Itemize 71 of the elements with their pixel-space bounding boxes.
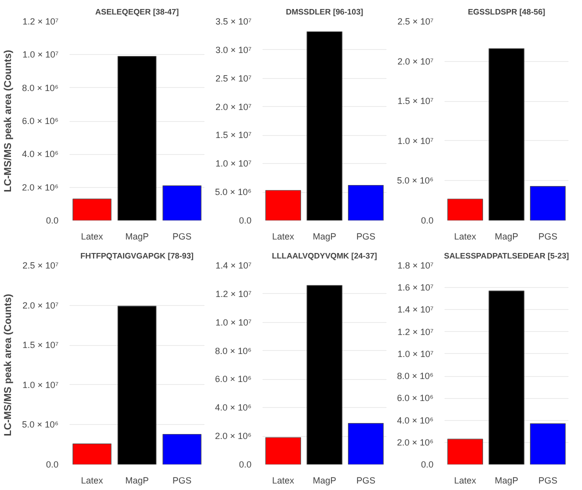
y-tick-label: 1.4 × 10⁷: [215, 260, 252, 270]
y-tick-label: 1.6 × 10⁷: [397, 282, 434, 293]
y-tick-label: 1.0 × 10⁷: [215, 317, 252, 328]
y-tick-label: 1.4 × 10⁷: [397, 304, 434, 315]
y-tick-label: 5.0 × 10⁶: [22, 420, 59, 430]
chart-title: SALESSPADPATLSEDEAR [5-23]: [444, 252, 570, 260]
y-tick-label: 1.8 × 10⁷: [397, 260, 434, 270]
y-tick-label: 1.0 × 10⁷: [397, 136, 434, 146]
y-tick-label: 1.5 × 10⁷: [397, 96, 434, 106]
y-tick-label: 8.0 × 10⁶: [397, 371, 434, 382]
x-tick-label: Latex: [272, 476, 295, 486]
y-tick-label: 2.0 × 10⁶: [22, 182, 59, 192]
y-tick-label: 0.0: [46, 460, 59, 470]
y-tick-label: 1.0 × 10⁷: [215, 158, 252, 169]
x-tick-label: Latex: [80, 232, 104, 242]
y-tick-label: 4.0 × 10⁶: [22, 149, 59, 160]
y-tick-label: 2.5 × 10⁷: [215, 73, 252, 84]
chart-title: FHTFPQTAIGVGAPGK [78-93]: [80, 252, 194, 260]
y-tick-label: 2.5 × 10⁷: [22, 260, 59, 270]
y-tick-label: 8.0 × 10⁶: [22, 82, 59, 93]
y-tick-label: 1.2 × 10⁷: [397, 326, 434, 337]
y-tick-label: 1.5 × 10⁷: [215, 130, 252, 140]
y-tick-label: 2.0 × 10⁶: [397, 437, 434, 448]
y-axis-title: LC-MS/MS peak area (Counts): [3, 50, 14, 192]
y-tick-label: 6.0 × 10⁶: [22, 116, 59, 126]
y-tick-label: 0.0: [238, 460, 252, 470]
y-tick-label: 2.0 × 10⁷: [22, 300, 59, 310]
y-tick-label: 8.0 × 10⁶: [215, 346, 252, 356]
x-tick-label: Latex: [454, 232, 477, 242]
x-tick-label: PGS: [172, 476, 192, 486]
chart-title: ASELEQEQER [38-47]: [95, 8, 180, 16]
x-tick-label: PGS: [356, 232, 376, 242]
y-tick-label: 1.5 × 10⁷: [22, 340, 59, 350]
x-tick-label: MagP: [125, 232, 149, 242]
x-tick-label: PGS: [172, 232, 192, 242]
y-tick-label: 4.0 × 10⁶: [215, 402, 252, 413]
y-tick-label: 1.0 × 10⁷: [397, 348, 434, 359]
y-axis-title: LC-MS/MS peak area (Counts): [3, 294, 14, 436]
y-tick-label: 3.0 × 10⁷: [215, 44, 252, 55]
y-tick-label: 0.0: [46, 216, 59, 226]
y-tick-label: 6.0 × 10⁶: [215, 374, 252, 384]
x-tick-label: Latex: [454, 476, 477, 486]
x-tick-label: PGS: [538, 232, 558, 242]
x-tick-label: MagP: [312, 476, 336, 486]
x-tick-label: Latex: [272, 232, 295, 242]
y-tick-label: 5.0 × 10⁶: [397, 176, 434, 186]
x-tick-label: MagP: [494, 476, 518, 486]
x-tick-label: MagP: [312, 232, 336, 242]
chart-title: DMSSDLER [96-103]: [286, 8, 364, 16]
chart-title: LLLAALVQDYVQMK [24-37]: [272, 252, 378, 260]
y-tick-label: 2.5 × 10⁷: [397, 16, 434, 26]
y-tick-label: 4.0 × 10⁶: [397, 415, 434, 426]
y-tick-label: 1.2 × 10⁷: [22, 16, 59, 26]
x-tick-label: PGS: [356, 476, 376, 486]
y-tick-label: 0.0: [420, 460, 434, 470]
y-tick-label: 2.0 × 10⁶: [215, 431, 252, 442]
x-tick-label: MagP: [125, 476, 149, 486]
x-tick-label: Latex: [80, 476, 104, 486]
y-tick-label: 6.0 × 10⁶: [397, 393, 434, 404]
y-tick-label: 2.0 × 10⁷: [215, 102, 252, 112]
y-tick-label: 0.0: [238, 216, 252, 226]
y-tick-label: 5.0 × 10⁶: [215, 187, 252, 198]
chart-title: EGSSLDSPR [48-56]: [468, 8, 546, 16]
y-tick-label: 2.0 × 10⁷: [397, 56, 434, 66]
x-tick-label: PGS: [538, 476, 558, 486]
y-tick-label: 3.5 × 10⁷: [215, 16, 252, 26]
y-tick-label: 1.0 × 10⁷: [22, 50, 59, 60]
x-tick-label: MagP: [494, 232, 518, 242]
y-tick-label: 0.0: [420, 216, 434, 226]
y-tick-label: 1.0 × 10⁷: [22, 380, 59, 390]
y-tick-label: 1.2 × 10⁷: [215, 288, 252, 299]
